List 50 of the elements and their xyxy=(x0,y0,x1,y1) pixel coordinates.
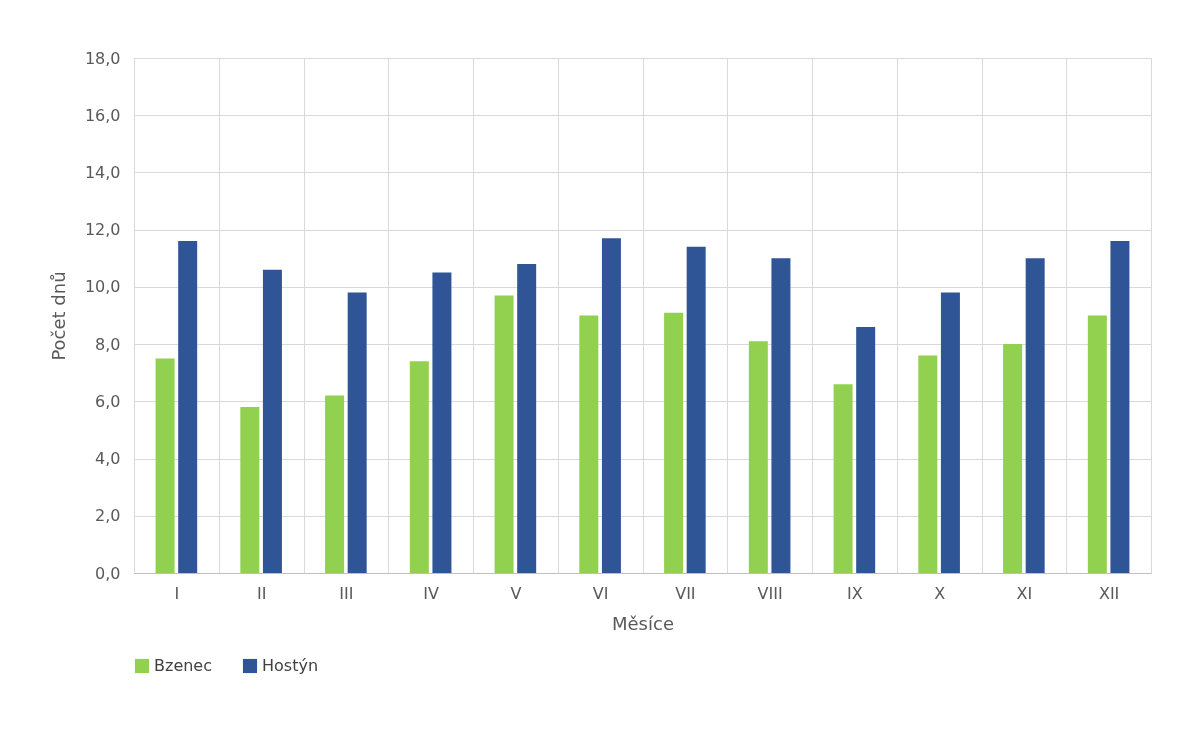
bar xyxy=(856,326,876,573)
bar xyxy=(771,258,791,573)
x-axis-title: Měsíce xyxy=(612,612,674,634)
x-tick-label: XII xyxy=(1098,583,1120,603)
bar xyxy=(347,292,367,573)
bar xyxy=(1025,258,1045,573)
bar xyxy=(940,292,960,573)
legend-label: Bzenec xyxy=(154,656,212,675)
bar xyxy=(432,272,452,573)
bar xyxy=(1003,344,1023,573)
x-tick-label: VI xyxy=(592,583,609,603)
bar xyxy=(262,269,282,573)
bar xyxy=(686,246,706,573)
y-tick-label: 4,0 xyxy=(95,449,121,469)
bar xyxy=(494,295,514,573)
y-tick-label: 10,0 xyxy=(84,277,121,297)
y-axis-title: Počet dnů xyxy=(47,271,69,361)
bar xyxy=(240,407,260,573)
bar xyxy=(409,361,429,573)
x-tick-label: III xyxy=(339,583,354,603)
bar xyxy=(155,358,175,573)
bar xyxy=(178,241,198,573)
bar xyxy=(579,315,599,573)
bar xyxy=(325,395,345,573)
y-tick-label: 16,0 xyxy=(84,105,121,125)
bar xyxy=(517,264,537,573)
y-tick-label: 14,0 xyxy=(84,162,121,182)
bar xyxy=(601,238,621,573)
y-tick-label: 12,0 xyxy=(84,220,121,240)
bar xyxy=(748,341,768,573)
y-tick-label: 2,0 xyxy=(95,506,121,526)
x-tick-label: VII xyxy=(675,583,696,603)
x-tick-label: IV xyxy=(423,583,440,603)
bar xyxy=(1087,315,1107,573)
x-tick-label: IX xyxy=(847,583,863,603)
bar xyxy=(918,355,938,573)
bar xyxy=(1110,241,1130,573)
y-tick-label: 8,0 xyxy=(95,334,121,354)
x-tick-label: VIII xyxy=(757,583,783,603)
y-tick-label: 0,0 xyxy=(95,563,121,583)
x-tick-label: I xyxy=(174,583,180,603)
y-tick-label: 18,0 xyxy=(84,48,121,68)
x-tick-label: X xyxy=(934,583,946,603)
x-tick-label: XI xyxy=(1016,583,1033,603)
y-tick-label: 6,0 xyxy=(95,391,121,411)
x-tick-label: V xyxy=(510,583,522,603)
legend-label: Hostýn xyxy=(262,656,319,675)
x-tick-label: II xyxy=(256,583,267,603)
bar xyxy=(833,384,853,573)
bar xyxy=(664,312,684,573)
